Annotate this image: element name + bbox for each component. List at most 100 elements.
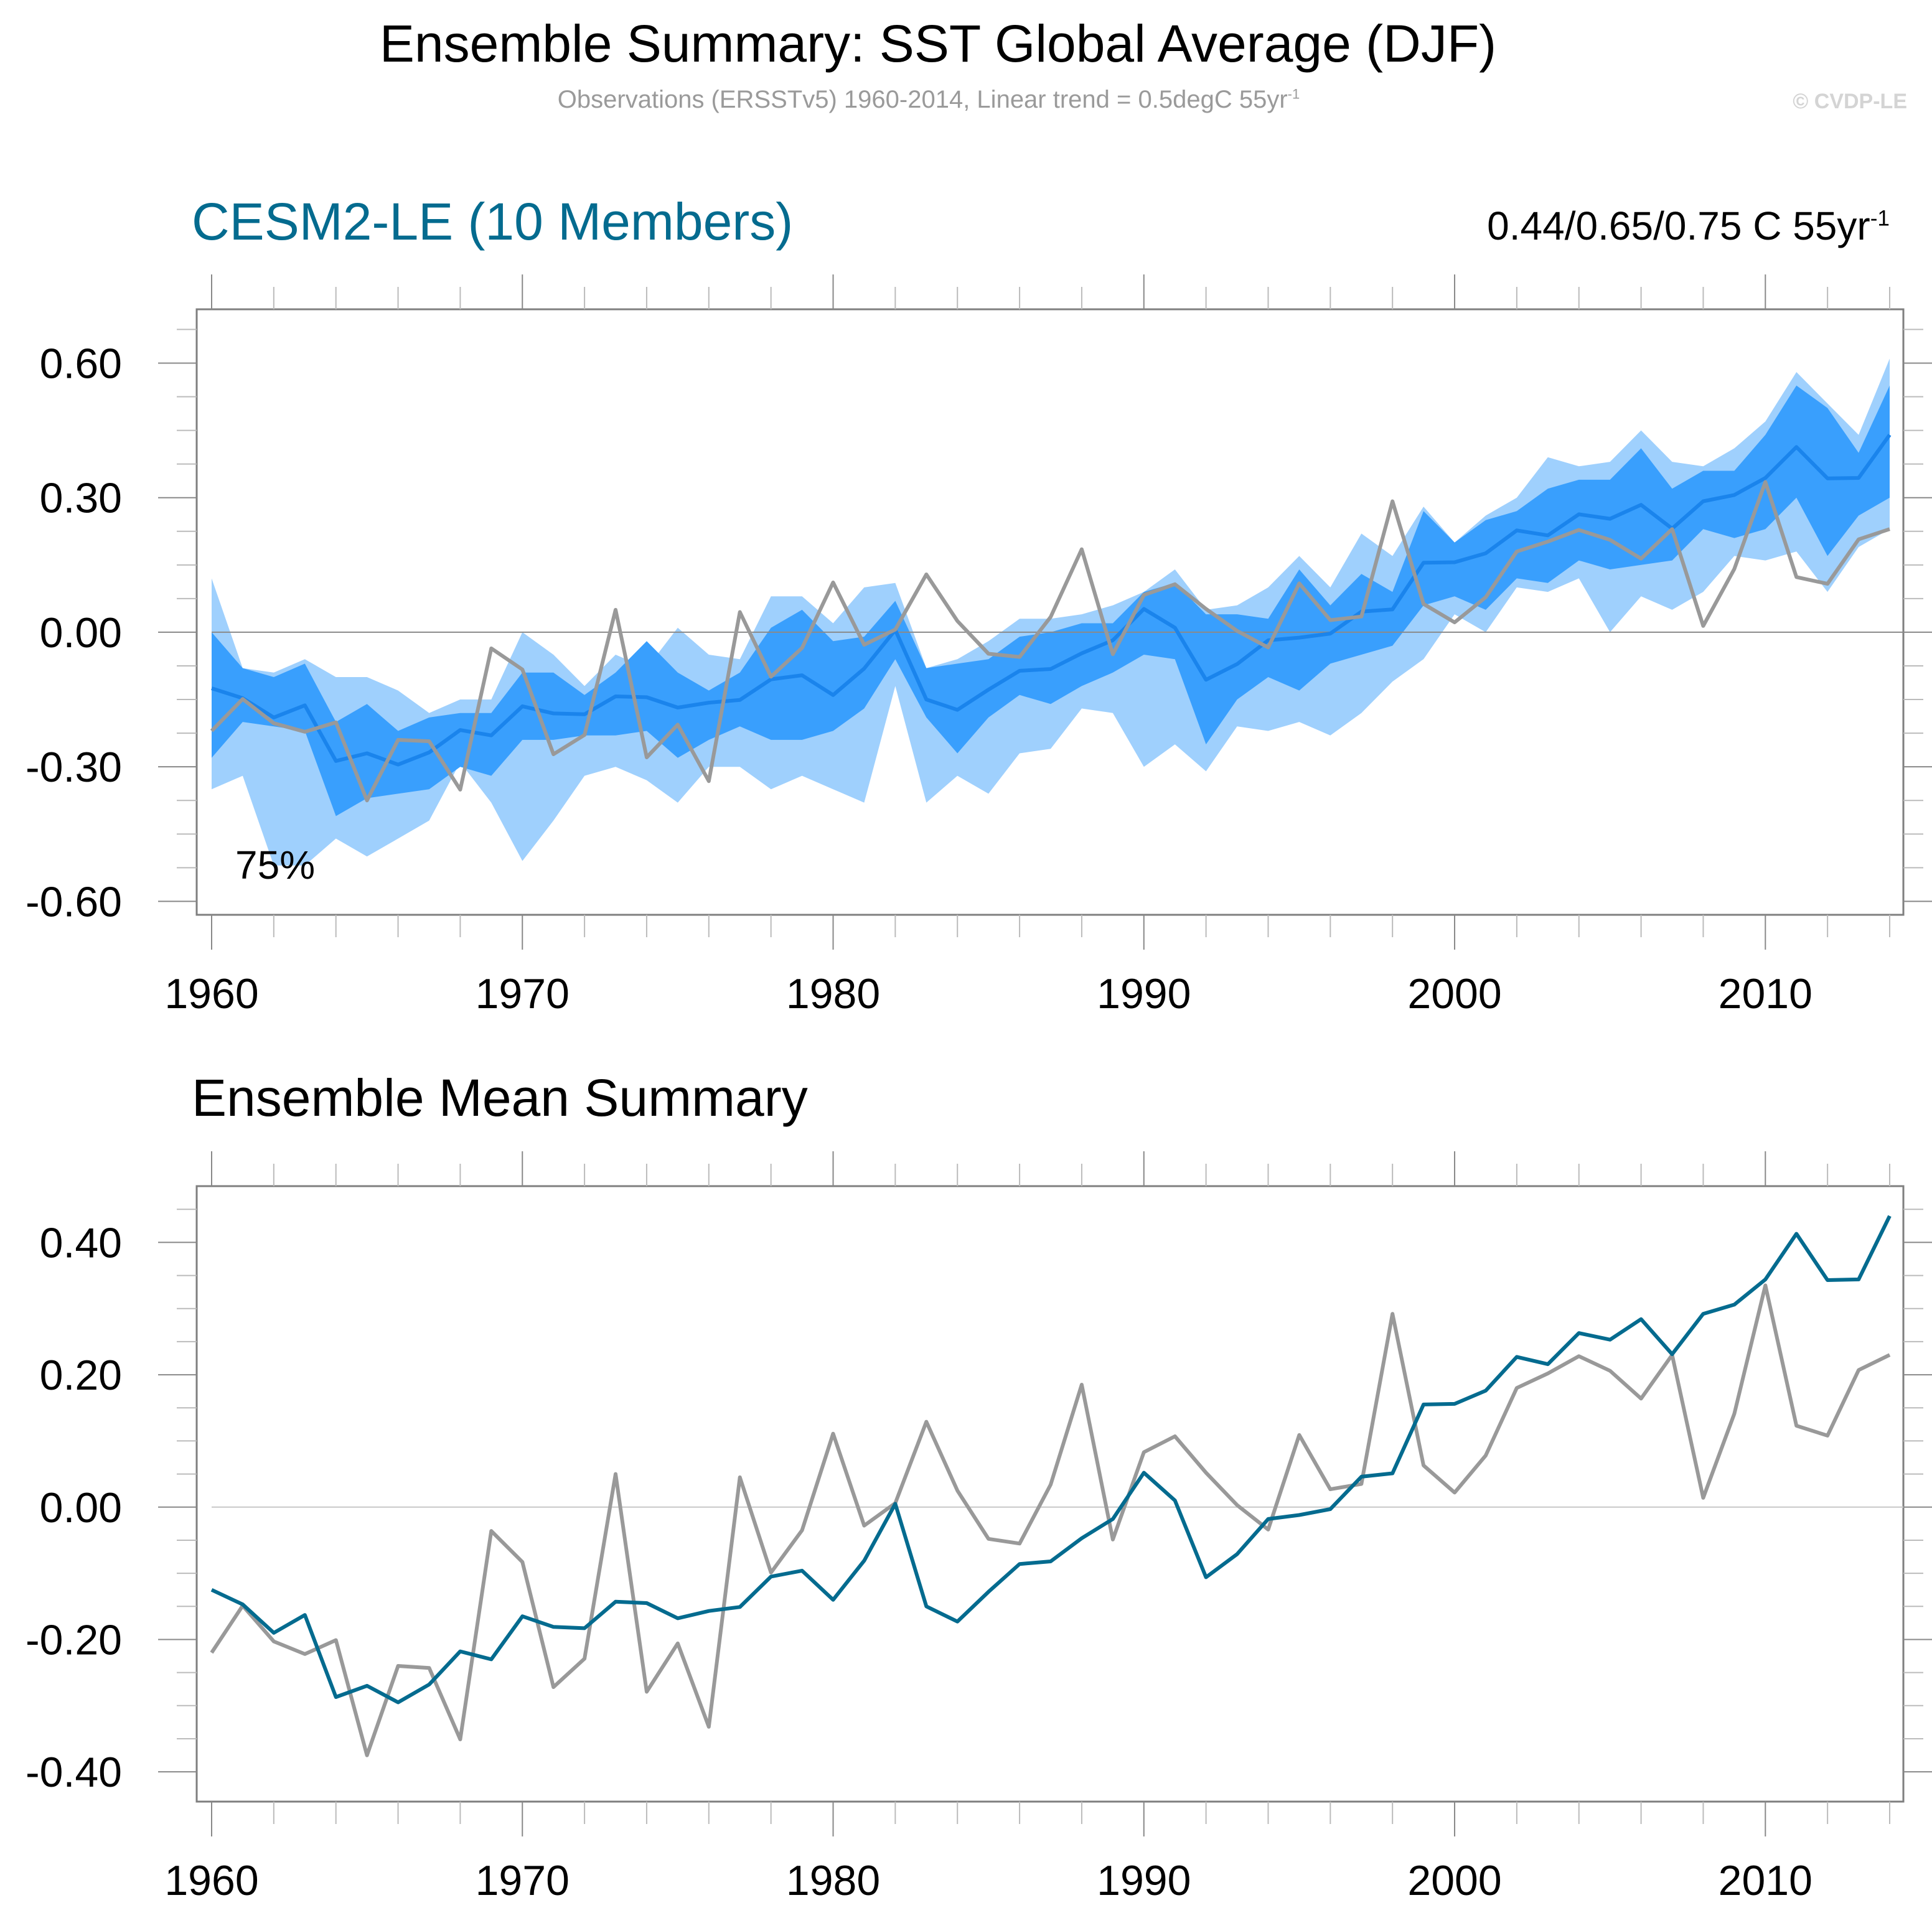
ensemble-mean-point (1639, 502, 1644, 507)
ensemble-mean-point (1856, 475, 1861, 480)
observations-point (365, 798, 370, 803)
observations-point-bottom (1763, 1283, 1768, 1288)
observations-point (457, 787, 462, 792)
subtitle-superscript: -1 (1287, 86, 1300, 102)
observations-point (955, 619, 960, 624)
ensemble-mean-point (955, 708, 960, 713)
observations-point (1079, 547, 1084, 552)
observations-point (1794, 574, 1799, 579)
ensemble-mean-point-bottom (1763, 1277, 1768, 1282)
observations-point-bottom (1825, 1433, 1830, 1438)
observations-point (924, 572, 929, 577)
observations-point-bottom (1297, 1433, 1301, 1438)
observations-point (520, 667, 525, 672)
observations-point-bottom (986, 1536, 991, 1541)
y-tick-label: 0.30 (40, 475, 122, 522)
ensemble-mean-point (644, 695, 649, 699)
ensemble-mean-point (1235, 662, 1240, 667)
y-tick-label: -0.30 (26, 744, 122, 791)
observations-point (1204, 606, 1209, 611)
observations-point (1545, 539, 1550, 544)
observations-point-bottom (1608, 1368, 1613, 1373)
ensemble-mean-line (211, 434, 1892, 767)
ensemble-mean-point (1421, 560, 1426, 565)
ensemble-mean-point-bottom (1297, 1513, 1301, 1518)
ensemble-mean-point-bottom (1856, 1277, 1861, 1282)
panel2-title: Ensemble Mean Summary (192, 1069, 808, 1127)
ensemble-mean-point (271, 715, 276, 720)
observations-line-bottom (210, 1283, 1891, 1757)
observations-point (1110, 652, 1115, 657)
ensemble-mean-point-bottom (675, 1616, 680, 1621)
ensemble-mean-point (1794, 444, 1799, 449)
ensemble-mean-point (1700, 498, 1705, 503)
observations-point-bottom (861, 1523, 866, 1528)
observations-point (1235, 629, 1240, 634)
plot-frame (195, 1185, 1905, 1803)
observations-point-bottom (365, 1753, 370, 1758)
observations-point-bottom (1514, 1385, 1519, 1390)
observations-point-bottom (1452, 1490, 1457, 1495)
observations-point (1297, 581, 1301, 586)
trend-label: 0.44/0.65/0.75 C 55yr-1 (1487, 203, 1890, 249)
y-tick-label: -0.20 (26, 1616, 122, 1663)
observations-point-bottom (582, 1656, 587, 1661)
ensemble-mean-point (1265, 638, 1270, 643)
y-tick-label: 0.40 (40, 1219, 122, 1266)
trend-superscript: -1 (1870, 206, 1890, 231)
observations-point-bottom (240, 1603, 245, 1608)
observations-point (893, 627, 898, 632)
observations-point-bottom (738, 1475, 743, 1480)
observations-point (675, 722, 680, 727)
observations-point-bottom (1639, 1396, 1644, 1401)
y-tick-label: 0.60 (40, 340, 122, 387)
observations-point (271, 721, 276, 726)
ensemble-mean-point (675, 705, 680, 710)
ensemble-mean-point (1110, 638, 1115, 643)
ensemble-mean-point (209, 686, 214, 691)
y-tick-label: 0.20 (40, 1352, 122, 1399)
observations-point (1825, 581, 1830, 586)
ensemble-mean-point-bottom (831, 1597, 836, 1602)
ensemble-mean-point (365, 751, 370, 756)
main-title: Ensemble Summary: SST Global Average (DJ… (379, 14, 1497, 73)
ensemble-mean-point (1142, 606, 1147, 611)
ensemble-mean-point (426, 750, 431, 755)
ensemble-mean-point (551, 711, 556, 716)
observations-point (1328, 617, 1333, 622)
observations-point-bottom (209, 1650, 214, 1655)
ensemble-mean-point-bottom (738, 1604, 743, 1609)
ensemble-mean-point-bottom (1048, 1559, 1053, 1564)
observations-point (489, 646, 494, 651)
ensemble-inner-band (212, 385, 1890, 816)
ensemble-mean-point-bottom (1545, 1362, 1550, 1367)
ensemble-mean-point (1514, 528, 1519, 533)
ensemble-mean-point-bottom (1017, 1561, 1022, 1566)
observations-point (800, 645, 805, 650)
observations-point (1173, 582, 1178, 587)
observations-point (1763, 479, 1768, 484)
panel1-title: CESM2-LE (10 Members) (192, 192, 794, 251)
plot-frame (195, 308, 1905, 916)
ensemble-mean-point (1173, 625, 1178, 630)
ensemble-mean-point-bottom (1732, 1302, 1737, 1307)
ensemble-mean-point-bottom (489, 1657, 494, 1662)
observations-point (240, 696, 245, 701)
observations-point (396, 737, 401, 742)
observations-point-bottom (955, 1488, 960, 1493)
observations-point-bottom (396, 1663, 401, 1668)
observations-point (302, 729, 307, 734)
ensemble-mean-point (1608, 517, 1613, 522)
ensemble-mean-point (800, 673, 805, 678)
y-tick-label: -0.60 (26, 878, 122, 925)
x-tick-label: 1980 (786, 1857, 880, 1904)
observations-point-bottom (1421, 1463, 1426, 1468)
ensemble-mean-point-bottom (1794, 1232, 1799, 1237)
x-tick-label: 2010 (1719, 1857, 1812, 1904)
observations-point-bottom (1142, 1450, 1147, 1455)
observations-point (1577, 528, 1582, 533)
observations-point-bottom (1887, 1352, 1892, 1357)
observations-point (1048, 614, 1053, 619)
observations-point (1514, 549, 1519, 554)
